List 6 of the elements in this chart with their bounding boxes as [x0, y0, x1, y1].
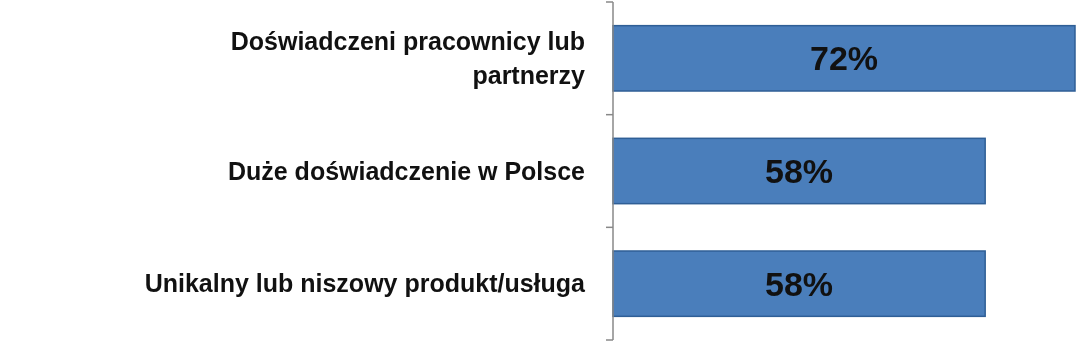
y-tick-label: Doświadczeni pracownicy lub partnerzy — [230, 27, 586, 90]
data-label: 72% — [809, 39, 879, 78]
y-tick-label: Unikalny lub niszowy produkt/usługa — [144, 269, 587, 298]
data-label: 58% — [765, 264, 834, 303]
data-label: 58% — [765, 151, 834, 190]
y-tick-label: Duże doświadczenie w Polsce — [227, 156, 586, 185]
